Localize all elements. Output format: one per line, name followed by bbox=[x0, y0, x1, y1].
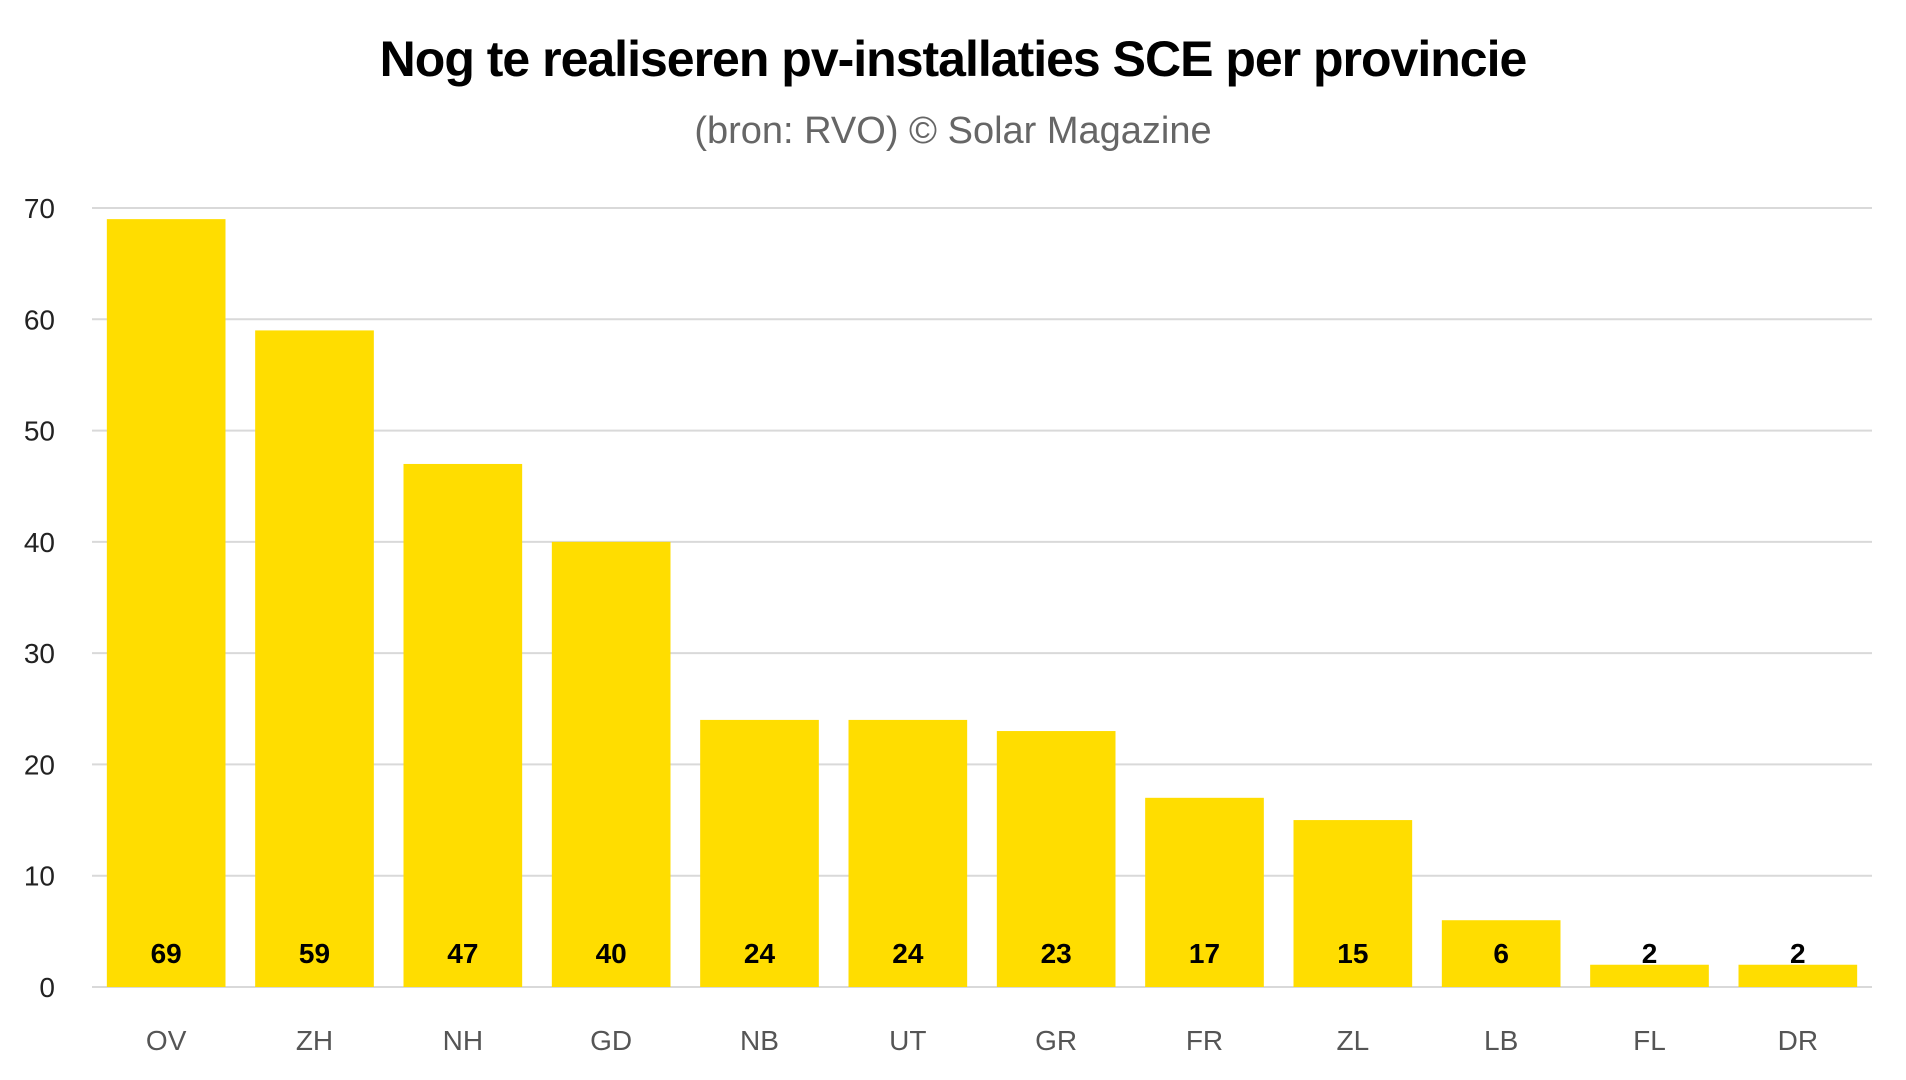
bar-fr bbox=[1145, 797, 1264, 987]
data-label: 23 bbox=[1041, 938, 1072, 969]
x-tick-label: UT bbox=[889, 1025, 926, 1056]
y-tick-label: 60 bbox=[24, 304, 55, 335]
bar-ut bbox=[848, 719, 968, 987]
bar-gd bbox=[551, 541, 671, 987]
x-axis-ticks: OV ZH NH GD NB UT GR FR ZL LB FL DR bbox=[146, 1025, 1818, 1056]
data-label: 69 bbox=[151, 938, 182, 969]
data-label: 17 bbox=[1189, 938, 1220, 969]
x-tick-label: GD bbox=[590, 1025, 632, 1056]
bar-gr bbox=[996, 731, 1116, 987]
bar-nh bbox=[403, 463, 523, 987]
y-tick-label: 40 bbox=[24, 527, 55, 558]
y-tick-label: 20 bbox=[24, 749, 55, 780]
chart-subtitle: (bron: RVO) © Solar Magazine bbox=[694, 110, 1212, 152]
data-label: 24 bbox=[892, 938, 924, 969]
bar-lb bbox=[1441, 920, 1561, 987]
bar-zh bbox=[255, 330, 374, 987]
x-tick-label: NB bbox=[740, 1025, 779, 1056]
data-labels: 69 59 47 40 24 24 23 17 15 6 2 2 bbox=[151, 938, 1806, 969]
data-label: 2 bbox=[1790, 938, 1806, 969]
data-label: 2 bbox=[1642, 938, 1658, 969]
y-tick-label: 70 bbox=[24, 193, 55, 224]
gridlines bbox=[92, 207, 1872, 988]
y-axis-ticks: 0 10 20 30 40 50 60 70 bbox=[24, 193, 55, 1003]
x-tick-label: OV bbox=[146, 1025, 187, 1056]
data-label: 24 bbox=[744, 938, 776, 969]
x-tick-label: LB bbox=[1484, 1025, 1518, 1056]
chart-title: Nog te realiseren pv-installaties SCE pe… bbox=[379, 31, 1528, 87]
x-tick-label: NH bbox=[443, 1025, 483, 1056]
bar-nb bbox=[700, 719, 819, 987]
x-tick-label: GR bbox=[1035, 1025, 1077, 1056]
bar-fl bbox=[1590, 964, 1709, 987]
x-tick-label: ZH bbox=[296, 1025, 333, 1056]
bar-ov bbox=[106, 219, 226, 988]
data-label: 6 bbox=[1493, 938, 1509, 969]
y-tick-label: 10 bbox=[24, 861, 55, 892]
y-tick-label: 0 bbox=[39, 972, 55, 1003]
bar-zl bbox=[1293, 820, 1413, 987]
data-label: 15 bbox=[1337, 938, 1368, 969]
data-label: 47 bbox=[447, 938, 478, 969]
x-tick-label: FL bbox=[1633, 1025, 1666, 1056]
y-tick-label: 30 bbox=[24, 638, 55, 669]
y-tick-label: 50 bbox=[24, 416, 55, 447]
x-tick-label: ZL bbox=[1336, 1025, 1369, 1056]
bar-dr bbox=[1738, 964, 1858, 987]
x-tick-label: DR bbox=[1778, 1025, 1818, 1056]
data-label: 59 bbox=[299, 938, 330, 969]
data-label: 40 bbox=[596, 938, 627, 969]
x-tick-label: FR bbox=[1186, 1025, 1223, 1056]
bars bbox=[106, 219, 1858, 988]
